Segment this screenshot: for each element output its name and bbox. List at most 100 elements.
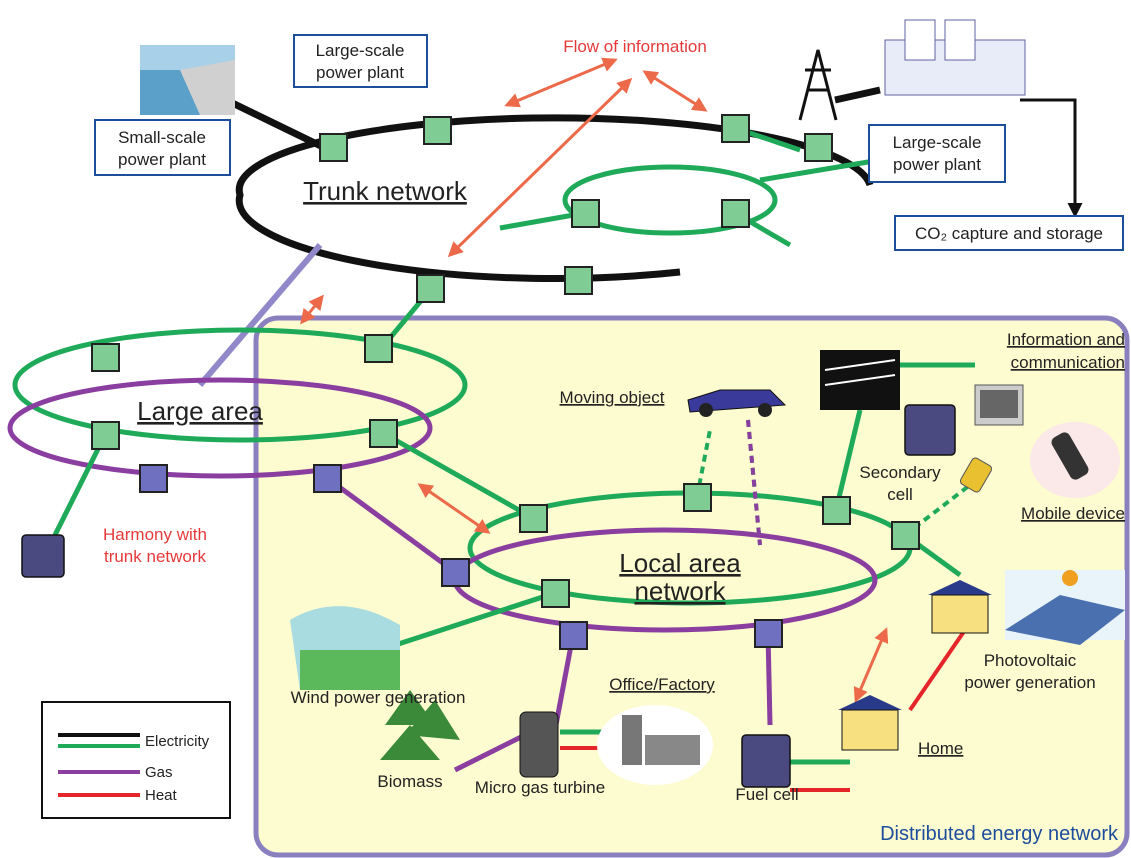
shape: [441, 558, 470, 587]
shape: [1062, 570, 1078, 586]
legend-label: Electricity: [145, 733, 210, 750]
line: network: [634, 576, 726, 606]
shape: [804, 133, 833, 162]
home-label: Home: [918, 739, 963, 758]
flow-label: Flow of information: [563, 37, 707, 56]
line: power plant: [893, 155, 981, 174]
shape: [559, 621, 588, 650]
shape: [91, 421, 120, 450]
mobile-label: Mobile device: [1021, 504, 1125, 523]
boxes: Small-scale power plant Large-scale power …: [94, 34, 1124, 251]
shape: [980, 390, 1018, 418]
shape: [891, 521, 920, 550]
wind-label: Wind power generation: [291, 688, 466, 707]
line: communication: [1011, 353, 1125, 372]
line: Photovoltaic: [984, 651, 1077, 670]
shape: [1020, 98, 1083, 218]
large-area-elec: [12, 327, 468, 443]
line: trunk network: [104, 547, 207, 566]
legend: Electricity Gas Heat: [41, 701, 231, 819]
shape: [447, 77, 633, 258]
shape: [838, 695, 902, 710]
shape: [683, 483, 712, 512]
shape: [959, 457, 993, 493]
box-label: Large-scale power plant: [893, 133, 982, 174]
shape: [21, 534, 65, 578]
line: Small-scale: [118, 128, 206, 147]
box-label: CO₂ capture and storage: [915, 224, 1103, 243]
shape: [300, 294, 324, 325]
large-area-label: Large area: [137, 396, 263, 426]
pv-label: Photovoltaic power generation: [964, 651, 1095, 692]
shape: [380, 690, 460, 760]
shape: [1005, 595, 1125, 645]
shape: [754, 619, 783, 648]
shape: [758, 403, 772, 417]
shape: [300, 650, 400, 690]
shape: [94, 119, 231, 176]
shape: [798, 49, 838, 121]
shape: [313, 464, 342, 493]
line: power generation: [964, 673, 1095, 692]
shape: [928, 580, 992, 595]
shape: [645, 735, 700, 765]
shape: [904, 19, 936, 61]
shape: [841, 709, 899, 751]
mgt-label: Micro gas turbine: [475, 778, 605, 797]
shape: [417, 483, 491, 534]
shape: [519, 504, 548, 533]
shape: [741, 734, 791, 788]
labels: Flow of information Trunk network Large …: [103, 37, 1125, 845]
shape: [423, 116, 452, 145]
nodes: [91, 114, 920, 650]
shape: [541, 579, 570, 608]
shape: [824, 359, 896, 386]
local-label: Local area network: [619, 548, 741, 606]
arrows: [300, 57, 889, 703]
shape: [944, 19, 976, 61]
shape: [931, 594, 989, 634]
shape: [571, 199, 600, 228]
line: Secondary: [859, 463, 941, 482]
shape: [699, 403, 713, 417]
shape: [834, 86, 881, 104]
icons: [21, 19, 1125, 788]
line: Information and: [1007, 330, 1125, 349]
elec-lines: [52, 362, 975, 653]
shape: [1051, 432, 1089, 480]
info-label: Information and communication: [1007, 330, 1125, 372]
shape: [721, 114, 750, 143]
trunk-label: Trunk network: [303, 176, 468, 206]
legend-label: Gas: [145, 764, 173, 781]
shape: [622, 715, 642, 765]
shape: [853, 627, 889, 703]
line: Large-scale: [893, 133, 982, 152]
shape: [822, 496, 851, 525]
shape: [293, 34, 428, 88]
gas-lines: [325, 475, 773, 773]
trunk-link: [197, 243, 323, 387]
shape: [364, 334, 393, 363]
line: cell: [887, 485, 913, 504]
shape: [369, 419, 398, 448]
shape: [139, 464, 168, 493]
line: power plant: [118, 150, 206, 169]
moving-label: Moving object: [560, 388, 665, 407]
shape: [519, 711, 559, 778]
shape: [868, 124, 1006, 183]
region-label: Distributed energy network: [880, 823, 1119, 845]
line: Large-scale: [316, 41, 405, 60]
shape: [416, 274, 445, 303]
box-label: Large-scale power plant: [316, 41, 405, 82]
shape: [894, 215, 1124, 251]
shape: [904, 404, 956, 456]
legend-label: Heat: [145, 787, 178, 804]
shape: [319, 133, 348, 162]
wireless: [746, 419, 762, 546]
large-area-gas: [7, 377, 433, 479]
line: Local area: [619, 548, 741, 578]
harmony-label: Harmony with trunk network: [103, 525, 207, 566]
line: power plant: [316, 63, 404, 82]
shape: [180, 60, 235, 115]
